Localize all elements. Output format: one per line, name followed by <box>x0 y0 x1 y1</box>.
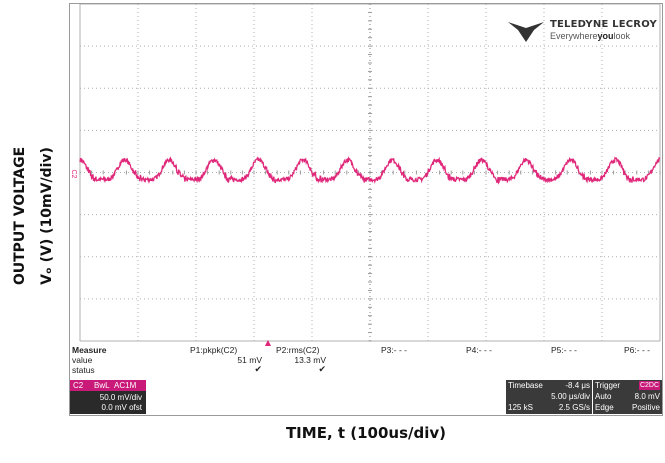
p1-value: 51 mV <box>237 355 262 365</box>
trigger-mode: Auto <box>595 392 612 401</box>
p4-label[interactable]: P4:- - - <box>466 345 492 355</box>
timebase-scale: 5.00 μs/div <box>551 392 590 401</box>
channel-offset: 0.0 mV ofst <box>101 403 142 412</box>
p1-label[interactable]: P1:pkpk(C2) <box>190 345 238 355</box>
x-axis-label: TIME, t (100us/div) <box>285 424 447 442</box>
trigger-box[interactable]: Trigger C2DC Auto 8.0 mV Edge Positive <box>593 380 662 414</box>
channel-scale: 50.0 mV/div <box>99 393 142 402</box>
logo-brand: TELEDYNE LECROY <box>550 19 657 30</box>
oscilloscope-screen: C2 ▲ TELEDYNE LECROY Everywhereyoulook Me… <box>69 3 663 416</box>
trigger-level: 8.0 mV <box>634 392 660 401</box>
channel-marker: C2 <box>70 170 77 179</box>
y-axis-label: OUTPUT VOLTAGE Vₒ (V) (10mV/div) <box>0 0 70 400</box>
channel-name: C2 <box>73 381 84 390</box>
logo-tagline: Everywhereyoulook <box>550 31 631 41</box>
trigger-slope: Positive <box>631 403 660 412</box>
p1-status-check-icon: ✔ <box>254 364 262 374</box>
channel-descriptor-box[interactable]: C2 BwL AC1M 50.0 mV/div 0.0 mV ofst <box>70 380 146 414</box>
p2-value: 13.3 mV <box>294 355 326 365</box>
teledyne-lecroy-logo: TELEDYNE LECROY Everywhereyoulook <box>504 18 657 48</box>
timebase-delay: -8.4 μs <box>565 381 590 390</box>
trigger-source: C2DC <box>638 381 660 390</box>
channel-mode2: AC1M <box>114 381 137 390</box>
y-axis-label-line2: Vₒ (V) (10mV/div) <box>39 147 55 285</box>
waveform-trace <box>79 155 661 185</box>
y-axis-label-line1: OUTPUT VOLTAGE <box>12 147 28 285</box>
waveform-plot: C2 ▲ <box>70 4 661 347</box>
p2-status-check-icon: ✔ <box>318 364 326 374</box>
p2-label[interactable]: P2:rms(C2) <box>276 345 320 355</box>
p6-label[interactable]: P6:- - - <box>624 345 650 355</box>
measure-row-status: status <box>72 365 95 375</box>
measure-title: Measure <box>72 345 107 355</box>
measure-row-value: value <box>72 355 93 365</box>
logo-icon <box>508 22 544 42</box>
measure-panel: Measure value status P1:pkpk(C2) 51 mV ✔… <box>70 344 662 384</box>
trigger-position-marker: ▲ <box>265 338 272 347</box>
timebase-title: Timebase <box>508 381 543 390</box>
timebase-rate: 2.5 GS/s <box>558 403 590 412</box>
p3-label[interactable]: P3:- - - <box>381 345 407 355</box>
timebase-samples: 125 kS <box>508 403 533 412</box>
channel-mode1: BwL <box>94 381 110 390</box>
p5-label[interactable]: P5:- - - <box>551 345 577 355</box>
trigger-type: Edge <box>595 403 614 412</box>
timebase-box[interactable]: Timebase -8.4 μs 5.00 μs/div 125 kS 2.5 … <box>506 380 592 414</box>
trigger-title: Trigger <box>595 381 621 390</box>
